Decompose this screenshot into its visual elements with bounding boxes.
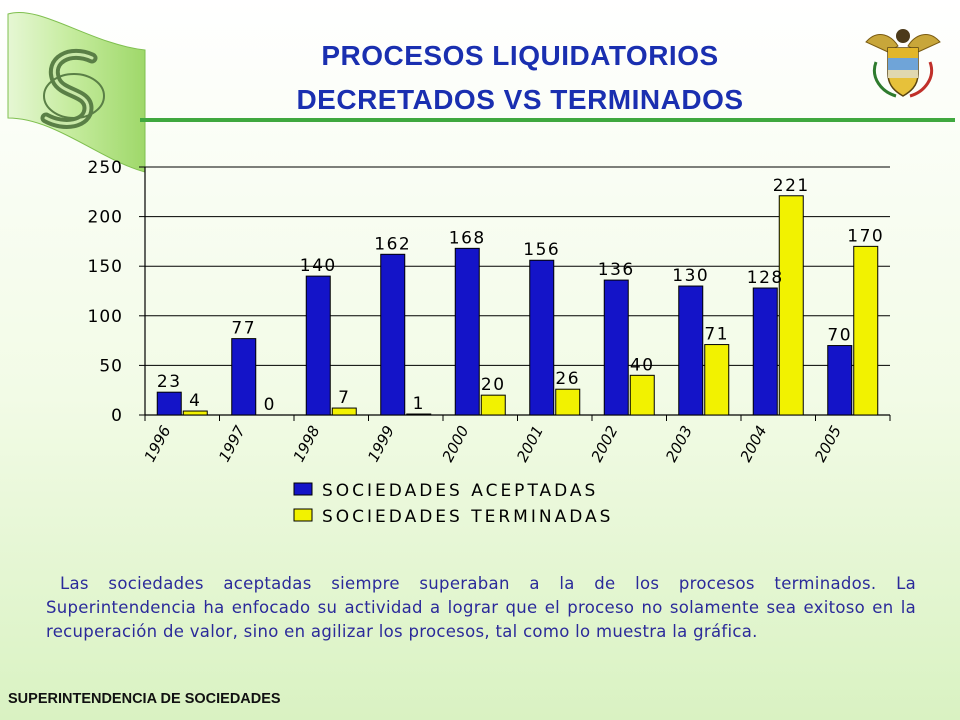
data-label-aceptadas-1999: 162 [374,234,411,254]
data-label-aceptadas-1997: 77 [231,319,256,339]
y-tick-labels: 0 50 100 150 200 250 [88,158,123,426]
data-label-terminadas-1997: 0 [264,395,276,415]
data-label-terminadas-2000: 20 [481,375,506,395]
data-label-aceptadas-2002: 136 [598,260,635,280]
title-divider [140,118,955,122]
flag-logo-banner [7,12,146,173]
y-tick-label: 50 [99,356,123,376]
bar-aceptadas-1997 [231,338,257,416]
title-line-1: PROCESOS LIQUIDATORIOS [321,40,719,71]
x-tick-label: 2005 [811,423,845,465]
x-tick-label: 2000 [439,423,473,465]
page-title: PROCESOS LIQUIDATORIOS DECRETADOS VS TER… [200,34,840,122]
bar-terminadas-1999 [406,413,432,416]
data-label-terminadas-2002: 40 [630,355,655,375]
x-tick-label: 2002 [588,423,622,465]
legend-label-terminadas: SOCIEDADES TERMINADAS [322,507,613,527]
x-tick-label: 2004 [737,423,771,465]
bar-aceptadas-1996 [156,391,182,416]
title-line-2: DECRETADOS VS TERMINADOS [296,84,744,115]
bar-terminadas-2001 [555,388,581,416]
footer-organization: SUPERINTENDENCIA DE SOCIEDADES [8,691,281,707]
bar-terminadas-2004 [778,195,804,416]
bar-terminadas-1996 [182,410,208,416]
y-tick-label: 200 [88,208,123,228]
superintendencia-s-logo [40,48,105,129]
caption-paragraph: Las sociedades aceptadas siempre superab… [46,572,916,644]
legend-swatch-terminadas [293,508,313,522]
data-label-terminadas-1999: 1 [413,394,425,414]
y-tick-label: 0 [111,406,123,426]
bar-aceptadas-2002 [603,279,629,416]
y-tick-label: 150 [88,257,123,277]
data-label-aceptadas-2000: 168 [449,228,486,248]
bar-aceptadas-2003 [678,285,704,416]
coat-of-arms-icon [865,29,941,98]
bar-aceptadas-2000 [454,247,480,416]
data-label-terminadas-1996: 4 [189,391,201,411]
y-tick-label: 250 [88,158,123,178]
x-tick-label: 1997 [215,422,249,465]
bars [156,195,879,416]
x-tick-label: 1998 [290,423,324,465]
bar-terminadas-2000 [480,394,506,416]
bar-aceptadas-2005 [827,345,853,416]
data-label-aceptadas-2003: 130 [672,266,709,286]
bar-terminadas-2003 [704,344,730,416]
bar-terminadas-2002 [629,374,655,416]
bar-aceptadas-1999 [380,253,406,416]
grid-lines [145,166,890,366]
x-tick-label: 1996 [141,423,175,465]
x-tick-labels: 1996 1997 1998 1999 2000 2001 2002 2003 2004 2005 [141,422,845,465]
legend-label-aceptadas: SOCIEDADES ACEPTADAS [322,481,598,501]
data-label-aceptadas-1996: 23 [157,372,182,392]
data-label-terminadas-2003: 71 [704,325,729,345]
data-label-terminadas-2001: 26 [555,369,580,389]
bar-terminadas-1998 [331,407,357,416]
data-label-aceptadas-2001: 156 [523,240,560,260]
x-tick-label: 2001 [513,423,547,465]
x-tick-label: 1999 [364,423,398,465]
bar-aceptadas-2004 [752,287,778,416]
data-label-terminadas-2005: 170 [847,226,884,246]
data-label-terminadas-1998: 7 [338,388,350,408]
data-label-terminadas-2004: 221 [773,176,810,196]
data-label-aceptadas-1998: 140 [300,256,337,276]
legend: SOCIEDADES ACEPTADAS SOCIEDADES TERMINADA… [293,481,613,527]
bar-aceptadas-1998 [305,275,331,416]
caption-text: Las sociedades aceptadas siempre superab… [46,574,916,641]
y-tick-label: 100 [88,307,123,327]
bar-aceptadas-2001 [529,259,555,416]
x-tick-label: 2003 [662,423,696,465]
bar-terminadas-2005 [853,245,879,416]
legend-swatch-aceptadas [293,482,313,496]
data-label-aceptadas-2005: 70 [827,326,852,346]
data-label-aceptadas-2004: 128 [747,268,784,288]
